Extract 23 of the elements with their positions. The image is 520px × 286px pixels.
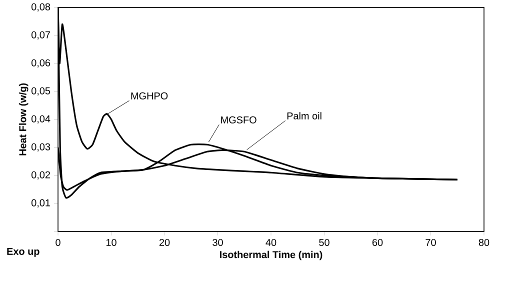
y-tick-label: 0,07 — [31, 31, 50, 40]
y-tick-label: 0,04 — [31, 115, 50, 124]
y-tick-label: 0,08 — [31, 3, 50, 12]
x-tick-label: 30 — [212, 238, 223, 246]
text: Exo up — [7, 248, 40, 257]
text: MGHPO — [131, 92, 168, 100]
x-tick-label: 80 — [478, 238, 490, 246]
x-tick-label: 0 — [56, 238, 60, 246]
x-tick-label: 40 — [266, 238, 276, 246]
y-tick-label: 0,03 — [31, 143, 50, 152]
x-axis-title: Isothermal Time (min) — [220, 250, 322, 260]
y-tick-label: 0,01 — [31, 199, 50, 208]
x-tick-label: 20 — [159, 238, 170, 246]
y-tick-label: 0,06 — [31, 59, 50, 68]
y-axis-title: Heat Flow (w/g) — [18, 83, 28, 156]
y-tick-label: 0,05 — [31, 87, 50, 96]
x-tick-label: 50 — [319, 238, 330, 246]
x-tick-label: 60 — [372, 238, 383, 246]
text: Palm oil — [287, 112, 322, 120]
x-tick-label: 70 — [426, 238, 436, 246]
x-tick-label: 10 — [106, 238, 116, 246]
y-tick-label: 0,02 — [31, 171, 50, 180]
text: MGSFO — [221, 116, 256, 124]
